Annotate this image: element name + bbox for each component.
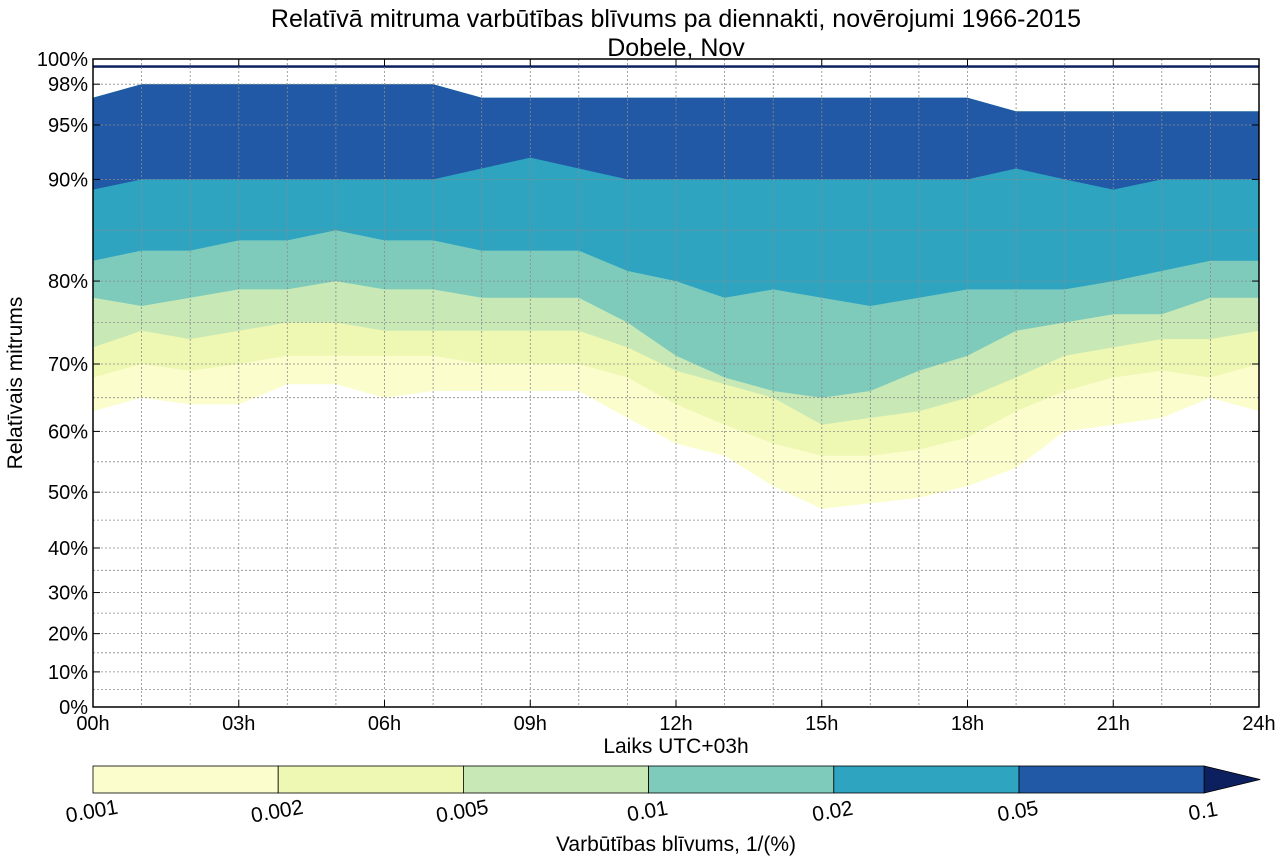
y-tick-label: 80% <box>48 271 88 293</box>
chart-subtitle: Dobele, Nov <box>607 34 745 62</box>
contour-band-0.1 <box>93 65 1259 68</box>
colorbar-segment-0.001 <box>92 765 279 794</box>
x-tick-label: 00h <box>76 713 109 735</box>
x-tick-label: 03h <box>222 713 255 735</box>
y-tick-label: 100% <box>37 49 88 71</box>
colorbar-extend-arrow <box>1203 765 1261 794</box>
y-tick-label: 95% <box>48 115 88 137</box>
colorbar-tick-label: 0.1 <box>1187 798 1220 826</box>
y-tick-label: 30% <box>48 583 88 605</box>
y-tick-label: 10% <box>48 662 88 684</box>
colorbar-tick-label: 0.002 <box>249 796 305 828</box>
colorbar-tick-label: 0.02 <box>811 797 855 827</box>
x-tick-label: 18h <box>951 713 984 735</box>
colorbar-segment-0.05 <box>1018 765 1205 794</box>
y-tick-label: 0% <box>59 697 88 719</box>
x-tick-label: 24h <box>1242 713 1275 735</box>
x-axis-ticks: 00h 03h 06h 09h 12h 15h 18h 21h 24h <box>76 59 1276 735</box>
colorbar: 0.001 0.002 0.005 0.01 0.02 0.05 0.1 <box>64 765 1261 828</box>
y-tick-label: 60% <box>48 421 88 443</box>
colorbar-tick-label: 0.005 <box>434 796 490 828</box>
colorbar-segment-0.005 <box>462 765 649 794</box>
colorbar-segment-0.002 <box>277 765 464 794</box>
grid-lines <box>92 58 1260 708</box>
y-tick-label: 20% <box>48 624 88 646</box>
x-tick-label: 06h <box>368 713 401 735</box>
chart-title: Relatīvā mitruma varbūtības blīvums pa d… <box>271 5 1081 33</box>
colorbar-label: Varbūtības blīvums, 1/(%) <box>556 833 796 856</box>
colorbar-tick-label: 0.001 <box>64 796 120 828</box>
x-tick-label: 12h <box>659 713 692 735</box>
x-axis-label: Laiks UTC+03h <box>603 735 748 758</box>
colorbar-tick-label: 0.01 <box>625 797 669 827</box>
y-axis-label: Relatīvais mitrums <box>4 297 27 470</box>
y-tick-label: 40% <box>48 538 88 560</box>
colorbar-segment-0.01 <box>648 765 835 794</box>
colorbar-tick-label: 0.05 <box>996 797 1040 827</box>
y-tick-label: 90% <box>48 169 88 191</box>
y-tick-label: 98% <box>48 74 88 96</box>
x-tick-label: 09h <box>514 713 547 735</box>
y-tick-label: 50% <box>48 482 88 504</box>
y-tick-label: 70% <box>48 354 88 376</box>
x-tick-label: 15h <box>805 713 838 735</box>
y-axis-ticks: 0% 10% 20% 30% 40% 50% 60% 70% 80% 90% 95% 98% 100% <box>37 49 1259 719</box>
colorbar-segment-0.02 <box>833 765 1020 794</box>
x-tick-label: 21h <box>1097 713 1130 735</box>
